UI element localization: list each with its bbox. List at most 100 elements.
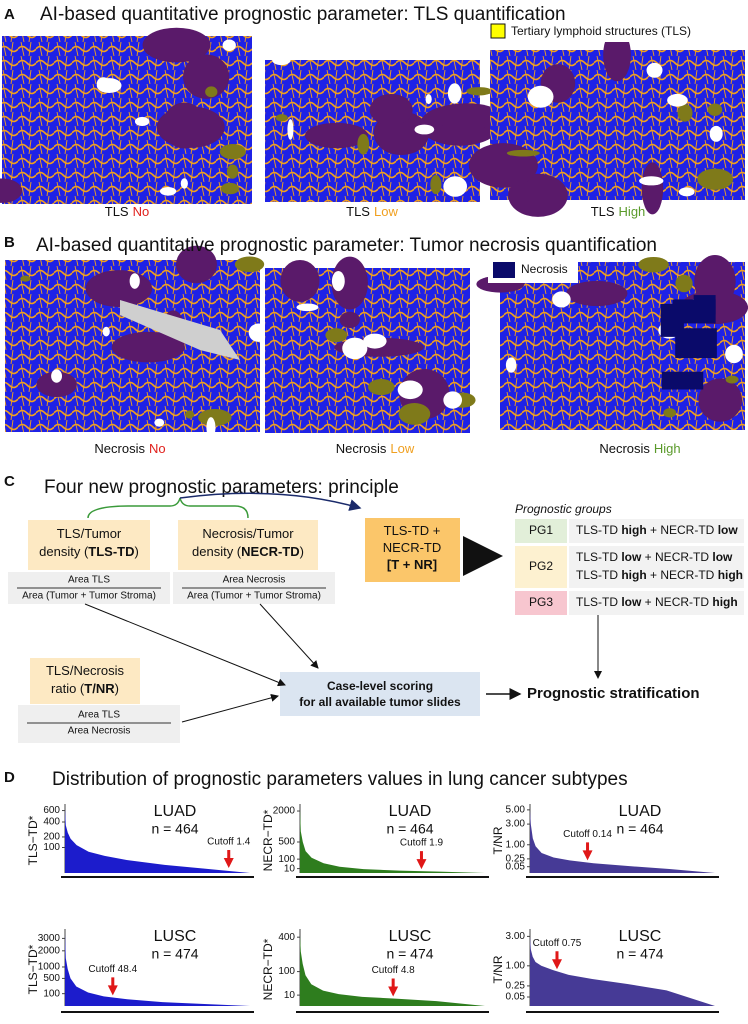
cutoff-arrow [223, 849, 234, 868]
cutoff-label: Cutoff 0.75 [533, 938, 582, 949]
text-part: low [712, 550, 733, 564]
panel-letter: A [4, 6, 15, 23]
n-label: n = 474 [616, 946, 663, 962]
y-tick-label: 400 [43, 817, 60, 828]
tissue-region [331, 256, 368, 310]
panel-letter: B [4, 234, 15, 251]
distribution-area [530, 936, 715, 1006]
y-tick-label: 500 [43, 973, 60, 984]
tissue-region [287, 119, 294, 140]
text-part: Necrosis/Tumor [202, 526, 294, 541]
tissue-region [222, 39, 236, 51]
cutoff-arrow [416, 851, 427, 870]
tissue-region [641, 162, 664, 215]
tissue-region [414, 124, 435, 135]
tissue-region [505, 357, 517, 373]
tissue-region [725, 344, 743, 364]
arrow [181, 693, 279, 723]
y-axis-label: TLS−TD* [26, 815, 40, 865]
denominator: Area Necrosis [68, 726, 131, 737]
tissue-region [508, 173, 568, 217]
tissue-region [0, 178, 23, 203]
tissue-region [466, 87, 493, 96]
text-part: density ( [39, 544, 89, 559]
subtype: LUSC [389, 928, 432, 945]
tissue-region [443, 391, 463, 409]
formula-box [18, 705, 180, 743]
text-part: high [712, 595, 737, 609]
scoring-box [280, 672, 480, 716]
text-part: TLS-TD [576, 595, 621, 609]
tissue-region [296, 303, 319, 312]
n-label: n = 474 [151, 946, 198, 962]
tissue-region [234, 256, 265, 273]
text-part: low [621, 595, 642, 609]
text-part: TLS/Necrosis [46, 663, 125, 678]
group-name: PG1 [529, 523, 553, 537]
cutoff-label: Cutoff 1.4 [207, 837, 251, 848]
box-text: TLS-TD + [384, 523, 441, 538]
n-label: n = 464 [386, 821, 433, 837]
tissue-region [36, 371, 77, 398]
y-tick-label: 0.05 [506, 992, 526, 1003]
text-part: ) [115, 681, 119, 696]
tissue-region [180, 178, 188, 189]
y-tick-label: 3.00 [506, 931, 526, 942]
cutoff-arrow [107, 977, 118, 996]
tissue-region [639, 176, 664, 186]
arrow [179, 492, 362, 511]
distribution-area [65, 809, 250, 873]
tissue-region [154, 418, 165, 427]
box-text: for all available tumor slides [299, 695, 461, 709]
tissue-region [675, 274, 693, 293]
cutoff-arrow [388, 978, 399, 997]
tissue-region [709, 125, 723, 142]
y-tick-label: 500 [278, 837, 295, 848]
caption: Necrosis High [599, 441, 680, 456]
param-box [178, 520, 318, 570]
tissue-region [677, 104, 693, 122]
denominator: Area (Tumor + Tumor Stroma) [187, 591, 321, 602]
tissue-region [707, 103, 723, 116]
y-tick-label: 100 [278, 966, 295, 977]
text-part: TLS-TD [576, 523, 621, 537]
tissue-region [667, 93, 688, 107]
y-tick-label: 400 [278, 932, 295, 943]
y-tick-label: 0.25 [506, 981, 526, 992]
text-part: [T + NR] [387, 557, 437, 572]
n-label: n = 474 [386, 946, 433, 962]
text-part: TLS/Tumor [57, 526, 122, 541]
cutoff-arrow [582, 842, 593, 861]
box-text: TLS-TD high + NECR-TD low [576, 523, 738, 537]
tissue-region [198, 409, 232, 426]
tissue-region [369, 93, 413, 126]
y-tick-label: 3000 [38, 933, 61, 944]
tissue-region [506, 149, 540, 157]
tissue-images [0, 20, 748, 438]
y-axis-label: T/NR [491, 826, 505, 854]
panel-title: Distribution of prognostic parameters va… [52, 769, 628, 790]
tissue-region [697, 168, 734, 190]
y-tick-label: 100 [278, 854, 295, 865]
box-text: TLS/Tumor [57, 526, 122, 541]
subtype: LUAD [389, 803, 432, 820]
y-tick-label: 600 [43, 805, 60, 816]
y-tick-label: 0.25 [506, 854, 526, 865]
text-part: TLS-TD [88, 544, 134, 559]
text-part: ratio ( [51, 681, 85, 696]
subtype: LUSC [619, 928, 662, 945]
tissue-region [552, 291, 571, 308]
text-part: high [621, 568, 646, 582]
tissue-region [447, 83, 462, 104]
text-part: ) [300, 544, 304, 559]
panel-letter: C [4, 473, 15, 490]
legend-swatch [493, 262, 515, 278]
tissue-region [20, 275, 31, 282]
tissue-region [432, 103, 502, 130]
cutoff-arrow [551, 951, 562, 970]
text-part: high [718, 568, 743, 582]
tissue-region [219, 144, 246, 160]
tissue-region [129, 273, 140, 289]
arrow [84, 603, 286, 687]
